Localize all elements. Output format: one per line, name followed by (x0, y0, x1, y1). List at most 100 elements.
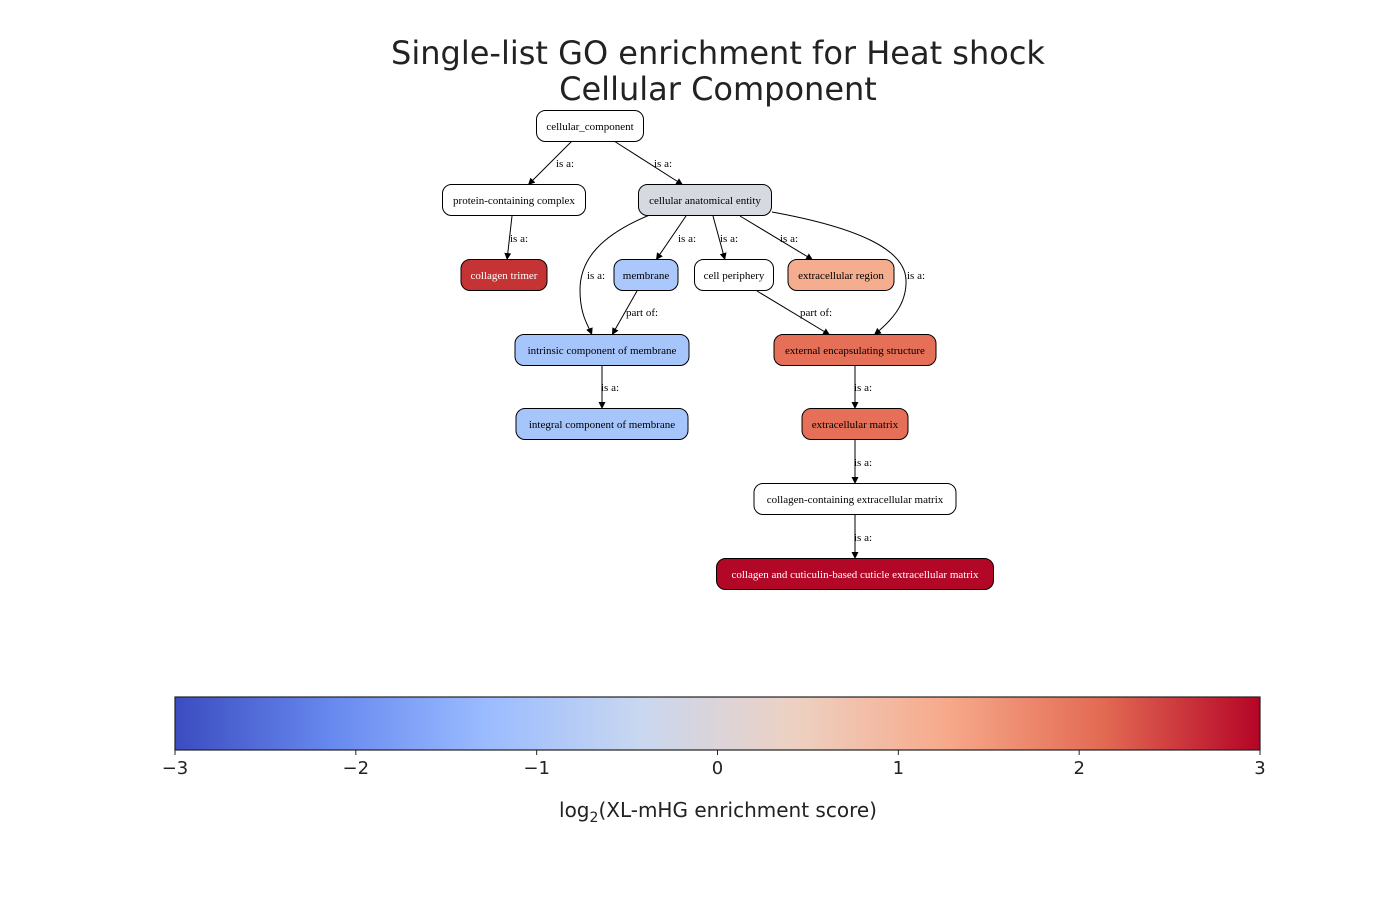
go-term-node-cc: cellular_component (536, 110, 644, 142)
edge-cae-to-cp: is a: (712, 215, 738, 261)
colorbar: −3 −2 −1 0 1 2 3 log2(XL-mHG enrichment score) (162, 696, 1266, 826)
edge-line (611, 290, 638, 336)
edge-label: is a: (854, 382, 872, 394)
go-term-node-er: extracellular region (787, 259, 895, 291)
node-label: external encapsulating structure (785, 345, 925, 357)
node-label: collagen and cuticulin-based cuticle ext… (731, 569, 979, 581)
node-label: intrinsic component of membrane (528, 345, 677, 357)
edge-cp-to-ees: part of: (756, 290, 832, 336)
node-box (638, 184, 772, 216)
edge-cae-to-ees: is a: (771, 211, 925, 336)
colorbar-tick: 0 (712, 750, 723, 779)
edge-label: is a: (654, 158, 672, 170)
edge-em-to-ccem: is a: (851, 440, 872, 484)
graph-nodes: cellular_component protein-containing com… (442, 110, 994, 590)
edge-label: is a: (720, 233, 738, 245)
edge-cae-to-er: is a: (739, 215, 814, 261)
colorbar-tick: 2 (1073, 750, 1085, 779)
colorbar-tick: −2 (343, 750, 370, 779)
edge-line (613, 140, 684, 186)
node-label: cell periphery (704, 270, 765, 282)
node-label: protein-containing complex (453, 195, 575, 207)
go-term-node-cae: cellular anatomical entity (638, 184, 772, 216)
node-label: collagen-containing extracellular matrix (767, 494, 944, 506)
edge-label: is a: (601, 382, 619, 394)
node-label: collagen trimer (471, 270, 538, 282)
go-term-node-ccbcem: collagen and cuticulin-based cuticle ext… (716, 558, 994, 590)
node-box (514, 334, 690, 366)
colorbar-axis-label-subscript: 2 (590, 810, 599, 826)
edge-mem-to-icm: part of: (611, 290, 658, 336)
colorbar-ticks: −3 −2 −1 0 1 2 3 (162, 750, 1266, 779)
edge-label: is a: (587, 270, 605, 282)
edge-label: is a: (510, 233, 528, 245)
node-label: integral component of membrane (529, 419, 675, 431)
go-term-node-ct: collagen trimer (460, 259, 548, 291)
node-box (773, 334, 937, 366)
node-box (694, 259, 774, 291)
node-box (801, 408, 909, 440)
colorbar-tick: −1 (523, 750, 550, 779)
graph-edges: is a: is a: is a: is a: is a: is a: is a: is a:… (504, 140, 925, 559)
go-term-node-mem: membrane (613, 259, 679, 291)
go-term-node-igm: integral component of membrane (515, 408, 689, 440)
edge-cae-to-icm: is a: (579, 213, 653, 336)
edge-label: is a: (854, 457, 872, 469)
edge-pcc-to-ct: is a: (504, 215, 528, 261)
colorbar-tick: 3 (1254, 750, 1266, 779)
colorbar-gradient (174, 696, 1261, 751)
colorbar-axis-label: log2(XL-mHG enrichment score) (559, 798, 877, 826)
colorbar-tick-label: 1 (893, 758, 904, 779)
edge-cc-to-cae: is a: (613, 140, 684, 186)
go-term-node-ccem: collagen-containing extracellular matrix (753, 483, 957, 515)
node-box (613, 259, 679, 291)
figure-title-line-2: Cellular Component (559, 70, 877, 108)
edge-cc-to-pcc: is a: (527, 140, 574, 186)
colorbar-tick-label: −1 (523, 758, 550, 779)
edge-line (756, 290, 831, 336)
node-box (536, 110, 644, 142)
figure-title-line-1: Single-list GO enrichment for Heat shock (391, 34, 1045, 72)
colorbar-tick-label: −3 (162, 758, 189, 779)
edge-ccem-to-ccbcem: is a: (851, 515, 872, 559)
edge-ees-to-em: is a: (851, 366, 872, 409)
edge-label: is a: (678, 233, 696, 245)
edge-line (527, 140, 573, 186)
edge-label: is a: (780, 233, 798, 245)
go-term-node-icm: intrinsic component of membrane (514, 334, 690, 366)
node-label: cellular anatomical entity (649, 195, 761, 207)
colorbar-tick-label: 0 (712, 758, 723, 779)
colorbar-tick: −3 (162, 750, 189, 779)
edge-icm-to-igm: is a: (598, 366, 619, 409)
edge-line (712, 215, 727, 261)
go-term-node-ees: external encapsulating structure (773, 334, 937, 366)
node-box (787, 259, 895, 291)
edge-label: part of: (800, 307, 832, 319)
colorbar-tick-label: 2 (1073, 758, 1084, 779)
edge-line (771, 211, 907, 336)
node-label: extracellular matrix (812, 419, 899, 431)
edge-line (504, 215, 513, 261)
go-term-node-em: extracellular matrix (801, 408, 909, 440)
node-box (460, 259, 548, 291)
edge-label: part of: (626, 307, 658, 319)
edge-label: is a: (854, 532, 872, 544)
edge-line (739, 215, 814, 261)
node-box (515, 408, 689, 440)
node-box (753, 483, 957, 515)
node-box (442, 184, 586, 216)
go-term-node-cp: cell periphery (694, 259, 774, 291)
edge-label: is a: (556, 158, 574, 170)
edge-line (655, 215, 687, 261)
node-label: cellular_component (546, 121, 633, 133)
go-term-node-pcc: protein-containing complex (442, 184, 586, 216)
colorbar-tick: 1 (893, 750, 904, 779)
edge-cae-to-mem: is a: (655, 215, 696, 261)
colorbar-tick-label: −2 (343, 758, 370, 779)
node-label: membrane (623, 270, 670, 282)
node-label: extracellular region (798, 270, 884, 282)
colorbar-tick-label: 3 (1254, 758, 1265, 779)
edge-label: is a: (907, 270, 925, 282)
node-box (716, 558, 994, 590)
